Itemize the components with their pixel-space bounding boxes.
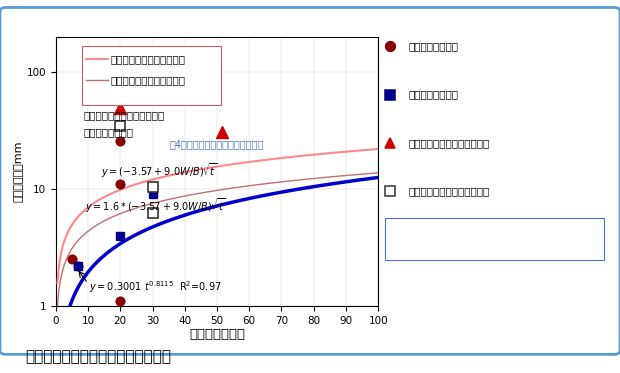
Text: 灘潑期水位の下部: 灘潑期水位の下部	[409, 90, 459, 100]
Text: $y = 0.3001\ t^{0.8115}$  $\mathregular{R^2}$=0.97: $y = 0.3001\ t^{0.8115}$ $\mathregular{R…	[89, 279, 221, 295]
Text: 灘潑期水位の上部で割れ目上: 灘潑期水位の上部で割れ目上	[409, 138, 490, 148]
Text: 図４　中性化深度と供用年数の関係: 図４ 中性化深度と供用年数の関係	[25, 349, 171, 364]
X-axis label: 供　用　年　数: 供 用 年 数	[189, 328, 245, 341]
Text: 灘潑期水位の上部: 灘潑期水位の上部	[409, 41, 459, 51]
FancyBboxPatch shape	[386, 218, 604, 260]
Text: $y=(-3.57+9.0W/B)\sqrt{t}$: $y=(-3.57+9.0W/B)\sqrt{t}$	[101, 161, 217, 180]
Text: $y=1.6*(-3.57+9.0W/B)\sqrt{t}$: $y=1.6*(-3.57+9.0W/B)\sqrt{t}$	[85, 197, 225, 215]
Y-axis label: 中性化深さ　mm: 中性化深さ mm	[14, 141, 24, 202]
Text: 示方書（施工編）: 示方書（施工編）	[84, 127, 134, 137]
Text: 土木学会：コンクリート標準: 土木学会：コンクリート標準	[84, 110, 165, 120]
Text: 乾燥しやすい環境の経験式: 乾燥しやすい環境の経験式	[111, 54, 186, 65]
Text: 灘潑期水位の下部で割れ目上: 灘潑期水位の下部で割れ目上	[409, 186, 490, 196]
Text: 乾燥しにくい環境の経験式: 乾燥しにくい環境の経験式	[111, 75, 186, 85]
Text: 調査地域の灘潑期水位下部の経験式: 調査地域の灘潑期水位下部の経験式	[427, 234, 527, 244]
Text: 図4　中性化深度と供用年数の関係: 図4 中性化深度と供用年数の関係	[170, 140, 264, 149]
